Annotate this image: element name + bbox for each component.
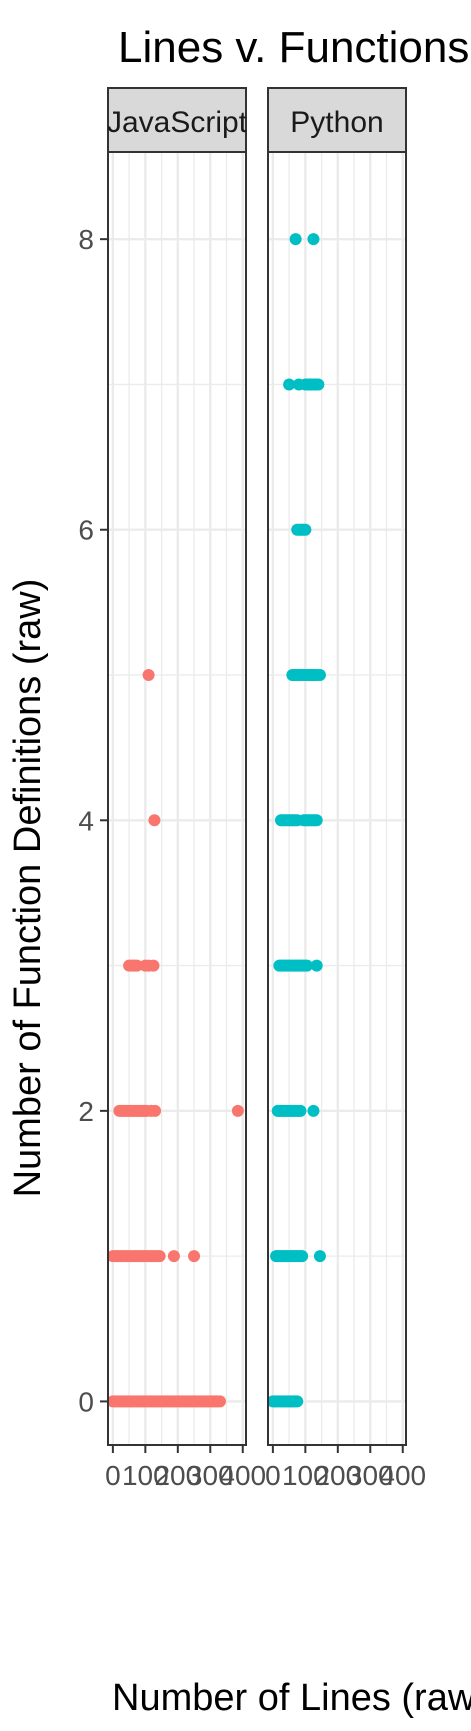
data-point	[289, 233, 302, 246]
data-point	[130, 959, 143, 972]
series-points	[108, 669, 244, 1408]
data-point	[294, 1104, 307, 1117]
data-point	[147, 959, 160, 972]
facet-strip	[267, 87, 407, 153]
data-point	[231, 1104, 244, 1117]
data-point	[307, 233, 320, 246]
y-tick-label: 4	[78, 805, 94, 836]
y-axis: 0 2 4 6 8	[78, 224, 108, 1417]
data-point	[313, 1250, 326, 1263]
x-axis-title: Number of Lines (raw)	[112, 1677, 471, 1719]
y-tick-label: 0	[78, 1386, 94, 1417]
panel-grid	[268, 152, 406, 1445]
y-tick-label: 6	[78, 515, 94, 546]
x-tick-label: 0	[105, 1460, 121, 1491]
x-tick-label: 400	[219, 1460, 266, 1491]
y-tick-label: 8	[78, 224, 94, 255]
data-point	[149, 1104, 162, 1117]
y-axis-title: Number of Function Definitions (raw)	[7, 579, 49, 1198]
x-tick-label: 100	[122, 1460, 169, 1491]
facet-strip-label: Python	[290, 106, 383, 139]
data-point	[167, 1250, 180, 1263]
chart-title: Lines v. Functions	[118, 23, 469, 72]
data-point	[312, 378, 325, 391]
x-tick-label: 400	[379, 1460, 426, 1491]
x-tick-label: 300	[347, 1460, 394, 1491]
data-point	[310, 959, 323, 972]
facet-strip	[107, 87, 247, 153]
x-tick-label: 100	[282, 1460, 329, 1491]
data-point	[307, 1104, 320, 1117]
data-point	[291, 1395, 304, 1408]
x-tick-label: 300	[187, 1460, 234, 1491]
x-tick-label: 200	[154, 1460, 201, 1491]
data-point	[313, 669, 326, 682]
series-points	[268, 233, 326, 1408]
data-point	[214, 1395, 227, 1408]
data-point	[153, 1250, 166, 1263]
data-point	[142, 669, 155, 682]
data-point	[300, 959, 313, 972]
x-tick-label: 0	[265, 1460, 281, 1491]
data-point	[283, 378, 296, 391]
facet-strip-label: JavaScript	[107, 106, 248, 139]
panel-grid	[108, 152, 246, 1445]
data-point	[296, 1250, 309, 1263]
data-point	[310, 814, 323, 827]
data-point	[148, 814, 161, 827]
y-tick-label: 2	[78, 1096, 94, 1127]
x-tick-label: 200	[314, 1460, 361, 1491]
data-point	[299, 523, 312, 536]
data-point	[188, 1250, 201, 1263]
